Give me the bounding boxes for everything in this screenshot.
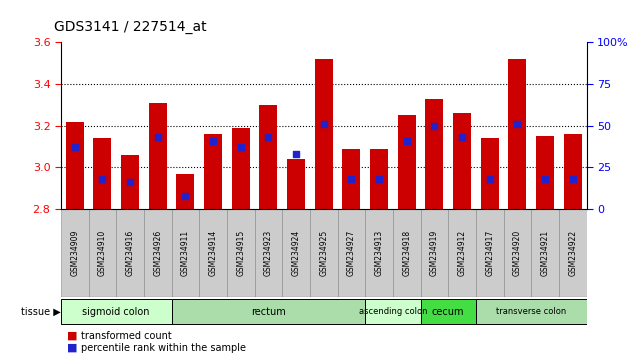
- Text: GSM234910: GSM234910: [98, 230, 107, 276]
- Point: [180, 193, 190, 198]
- Text: GSM234909: GSM234909: [71, 230, 79, 276]
- Point: [125, 179, 135, 185]
- Bar: [204, 134, 222, 209]
- Bar: [563, 134, 581, 209]
- Point: [153, 135, 163, 140]
- Bar: [315, 59, 333, 209]
- Bar: [227, 209, 254, 297]
- Bar: [397, 115, 415, 209]
- Text: GSM234922: GSM234922: [568, 230, 577, 276]
- Text: GSM234927: GSM234927: [347, 230, 356, 276]
- Point: [457, 135, 467, 140]
- Text: cecum: cecum: [432, 307, 465, 316]
- Point: [319, 121, 329, 127]
- Bar: [476, 209, 504, 297]
- Point: [236, 144, 246, 150]
- Point: [291, 151, 301, 157]
- Point: [208, 138, 218, 143]
- Bar: [199, 209, 227, 297]
- Bar: [420, 299, 476, 324]
- Text: ascending colon: ascending colon: [358, 307, 427, 316]
- Bar: [94, 138, 112, 209]
- Text: GSM234912: GSM234912: [458, 230, 467, 276]
- Bar: [420, 209, 448, 297]
- Text: GSM234918: GSM234918: [402, 230, 411, 276]
- Text: transverse colon: transverse colon: [496, 307, 566, 316]
- Text: tissue ▶: tissue ▶: [21, 307, 60, 316]
- Point: [374, 176, 384, 182]
- Point: [97, 176, 108, 182]
- Text: rectum: rectum: [251, 307, 286, 316]
- Text: ■: ■: [67, 331, 78, 341]
- Bar: [172, 299, 365, 324]
- Bar: [476, 299, 587, 324]
- Bar: [88, 209, 116, 297]
- Bar: [260, 105, 278, 209]
- Point: [540, 176, 550, 182]
- Point: [401, 138, 412, 143]
- Text: GSM234911: GSM234911: [181, 230, 190, 276]
- Bar: [176, 173, 194, 209]
- Bar: [559, 209, 587, 297]
- Bar: [254, 209, 282, 297]
- Bar: [504, 209, 531, 297]
- Point: [429, 123, 440, 129]
- Bar: [172, 209, 199, 297]
- Bar: [365, 209, 393, 297]
- Text: GDS3141 / 227514_at: GDS3141 / 227514_at: [54, 19, 207, 34]
- Bar: [426, 99, 444, 209]
- Text: percentile rank within the sample: percentile rank within the sample: [81, 343, 246, 353]
- Text: GSM234916: GSM234916: [126, 230, 135, 276]
- Bar: [370, 149, 388, 209]
- Text: GSM234920: GSM234920: [513, 230, 522, 276]
- Bar: [338, 209, 365, 297]
- Bar: [365, 299, 420, 324]
- Bar: [61, 209, 88, 297]
- Bar: [310, 209, 338, 297]
- Text: GSM234921: GSM234921: [540, 230, 549, 276]
- Point: [70, 144, 80, 150]
- Point: [485, 176, 495, 182]
- Text: GSM234919: GSM234919: [430, 230, 439, 276]
- Point: [567, 176, 578, 182]
- Bar: [144, 209, 172, 297]
- Text: transformed count: transformed count: [81, 331, 172, 341]
- Bar: [287, 159, 305, 209]
- Bar: [453, 113, 471, 209]
- Text: GSM234913: GSM234913: [374, 230, 383, 276]
- Text: GSM234914: GSM234914: [208, 230, 217, 276]
- Text: GSM234923: GSM234923: [264, 230, 273, 276]
- Bar: [481, 138, 499, 209]
- Bar: [232, 128, 250, 209]
- Text: GSM234925: GSM234925: [319, 230, 328, 276]
- Bar: [116, 209, 144, 297]
- Bar: [61, 299, 172, 324]
- Point: [346, 176, 356, 182]
- Bar: [121, 155, 139, 209]
- Text: ■: ■: [67, 343, 78, 353]
- Bar: [66, 121, 84, 209]
- Bar: [531, 209, 559, 297]
- Text: GSM234926: GSM234926: [153, 230, 162, 276]
- Bar: [393, 209, 420, 297]
- Point: [263, 135, 274, 140]
- Bar: [448, 209, 476, 297]
- Bar: [536, 136, 554, 209]
- Text: GSM234915: GSM234915: [237, 230, 246, 276]
- Bar: [342, 149, 360, 209]
- Text: GSM234917: GSM234917: [485, 230, 494, 276]
- Bar: [149, 103, 167, 209]
- Text: sigmoid colon: sigmoid colon: [83, 307, 150, 316]
- Bar: [282, 209, 310, 297]
- Text: GSM234924: GSM234924: [292, 230, 301, 276]
- Point: [512, 121, 522, 127]
- Bar: [508, 59, 526, 209]
